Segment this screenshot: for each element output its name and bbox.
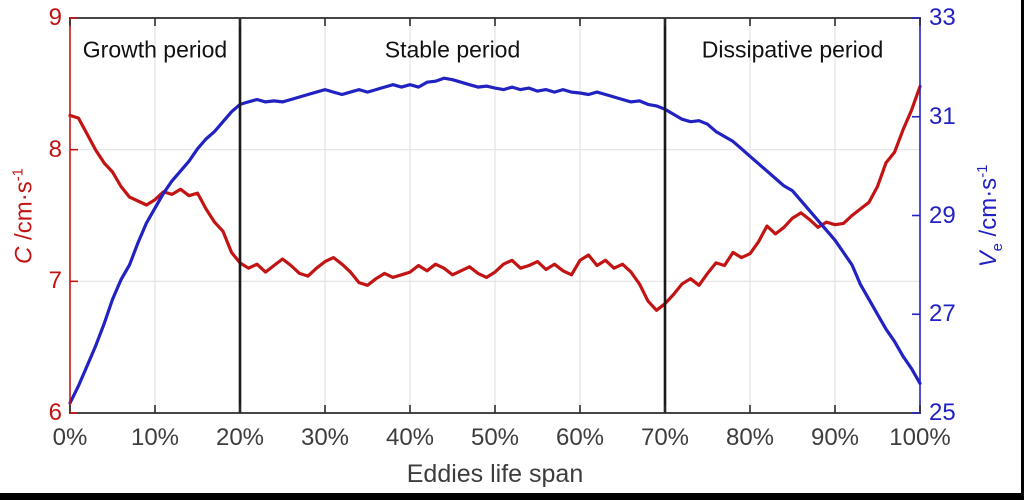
left-axis-variable: C bbox=[10, 246, 38, 264]
right-axis-subscript: e bbox=[989, 242, 1006, 251]
right-axis-unit: /cm·s bbox=[975, 177, 1003, 243]
window-border-right bbox=[1021, 0, 1024, 500]
curve-Ve bbox=[68, 76, 922, 405]
x-tick-label-20%: 20% bbox=[215, 424, 265, 451]
left-tick-label-6: 6 bbox=[48, 399, 62, 426]
curve-C bbox=[68, 84, 922, 312]
annotation-dissipative-period: Dissipative period bbox=[701, 36, 884, 63]
right-tick-label-29: 29 bbox=[929, 201, 956, 229]
right-tick-label-31: 31 bbox=[929, 102, 956, 130]
annotation-stable-period: Stable period bbox=[384, 36, 521, 63]
right-tick-label-33: 33 bbox=[929, 4, 956, 31]
x-tick-label-30%: 30% bbox=[300, 424, 350, 451]
x-axis-title: Eddies life span bbox=[406, 460, 584, 488]
x-tick-label-0%: 0% bbox=[52, 424, 88, 451]
x-tick-label-70%: 70% bbox=[640, 424, 690, 451]
annotation-growth-period: Growth period bbox=[82, 36, 228, 63]
x-tick-label-60%: 60% bbox=[555, 424, 605, 451]
right-axis-title: Ve /cm·s-1 bbox=[975, 164, 1006, 267]
x-tick-label-80%: 80% bbox=[725, 424, 775, 451]
window-border-bottom bbox=[0, 493, 1024, 500]
right-axis-variable: V bbox=[975, 250, 1003, 267]
x-tick-label-10%: 10% bbox=[130, 424, 180, 451]
left-axis-exponent: -1 bbox=[10, 167, 27, 181]
left-tick-label-8: 8 bbox=[48, 135, 62, 163]
left-axis-title: C /cm·s-1 bbox=[10, 167, 38, 264]
right-tick-label-25: 25 bbox=[929, 399, 956, 426]
x-tick-label-50%: 50% bbox=[470, 424, 520, 451]
right-tick-label-27: 27 bbox=[929, 300, 956, 328]
left-tick-label-9: 9 bbox=[48, 4, 62, 31]
left-tick-label-7: 7 bbox=[48, 267, 62, 295]
right-axis-exponent: -1 bbox=[975, 164, 992, 178]
x-tick-label-100%: 100% bbox=[889, 424, 951, 451]
left-axis-unit: /cm·s bbox=[10, 180, 38, 247]
x-tick-label-90%: 90% bbox=[810, 424, 860, 451]
x-tick-label-40%: 40% bbox=[385, 424, 435, 451]
